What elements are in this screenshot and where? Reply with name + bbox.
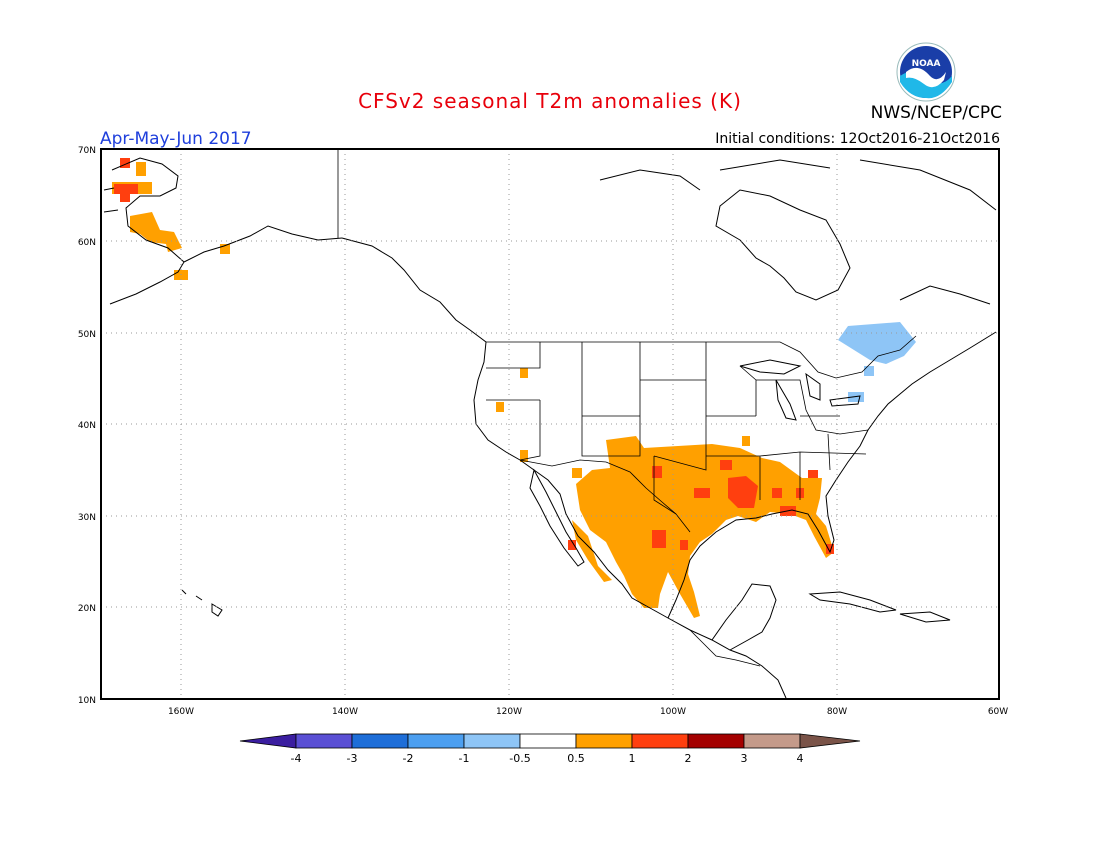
lon-label: 80W (827, 707, 847, 717)
legend-swatch (743, 733, 801, 749)
agency-label: NWS/NCEP/CPC (870, 103, 1002, 123)
legend-labels: -4 -3 -2 -1 -0.5 0.5 1 2 3 4 (291, 752, 804, 765)
lon-label: 160W (168, 707, 194, 717)
map-title: CFSv2 seasonal T2m anomalies (K) (358, 89, 742, 113)
legend-label: -1 (459, 752, 470, 765)
lat-labels: 70N 60N 50N 40N 30N 20N 10N (78, 146, 96, 706)
coastlines (103, 157, 997, 699)
lon-label: 60W (988, 707, 1008, 717)
legend-swatch (799, 733, 861, 749)
legend-swatch (575, 733, 633, 749)
lat-label: 60N (78, 238, 96, 248)
legend-label: -0.5 (509, 752, 530, 765)
legend-label: -2 (403, 752, 414, 765)
legend-swatch (295, 733, 353, 749)
legend-label: 3 (741, 752, 748, 765)
legend-swatch (519, 733, 577, 749)
color-legend (239, 733, 861, 749)
lat-label: 20N (78, 604, 96, 614)
map-frame (100, 148, 1000, 700)
lat-label: 30N (78, 513, 96, 523)
legend-swatch (687, 733, 745, 749)
legend-swatch (463, 733, 521, 749)
legend-label: 4 (797, 752, 804, 765)
noaa-logo-text: NOAA (912, 59, 941, 69)
lon-labels: 160W 140W 120W 100W 80W 60W (168, 707, 1008, 717)
political-borders (337, 150, 917, 667)
lat-label: 70N (78, 146, 96, 156)
graticule (101, 149, 999, 699)
legend-label: 2 (685, 752, 692, 765)
lat-label: 40N (78, 421, 96, 431)
legend-swatch (631, 733, 689, 749)
legend-swatch (351, 733, 409, 749)
initial-conditions: Initial conditions: 12Oct2016-21Oct2016 (715, 131, 1000, 147)
legend-swatch (407, 733, 465, 749)
legend-label: 1 (629, 752, 636, 765)
lat-label: 10N (78, 696, 96, 706)
legend-label: 0.5 (567, 752, 585, 765)
legend-swatch (239, 733, 297, 749)
legend-label: -3 (347, 752, 358, 765)
forecast-period: Apr-May-Jun 2017 (100, 129, 252, 149)
lat-label: 50N (78, 330, 96, 340)
noaa-logo: NOAA (896, 42, 956, 102)
lon-label: 120W (496, 707, 522, 717)
lon-label: 100W (660, 707, 686, 717)
legend-label: -4 (291, 752, 302, 765)
lon-label: 140W (332, 707, 358, 717)
